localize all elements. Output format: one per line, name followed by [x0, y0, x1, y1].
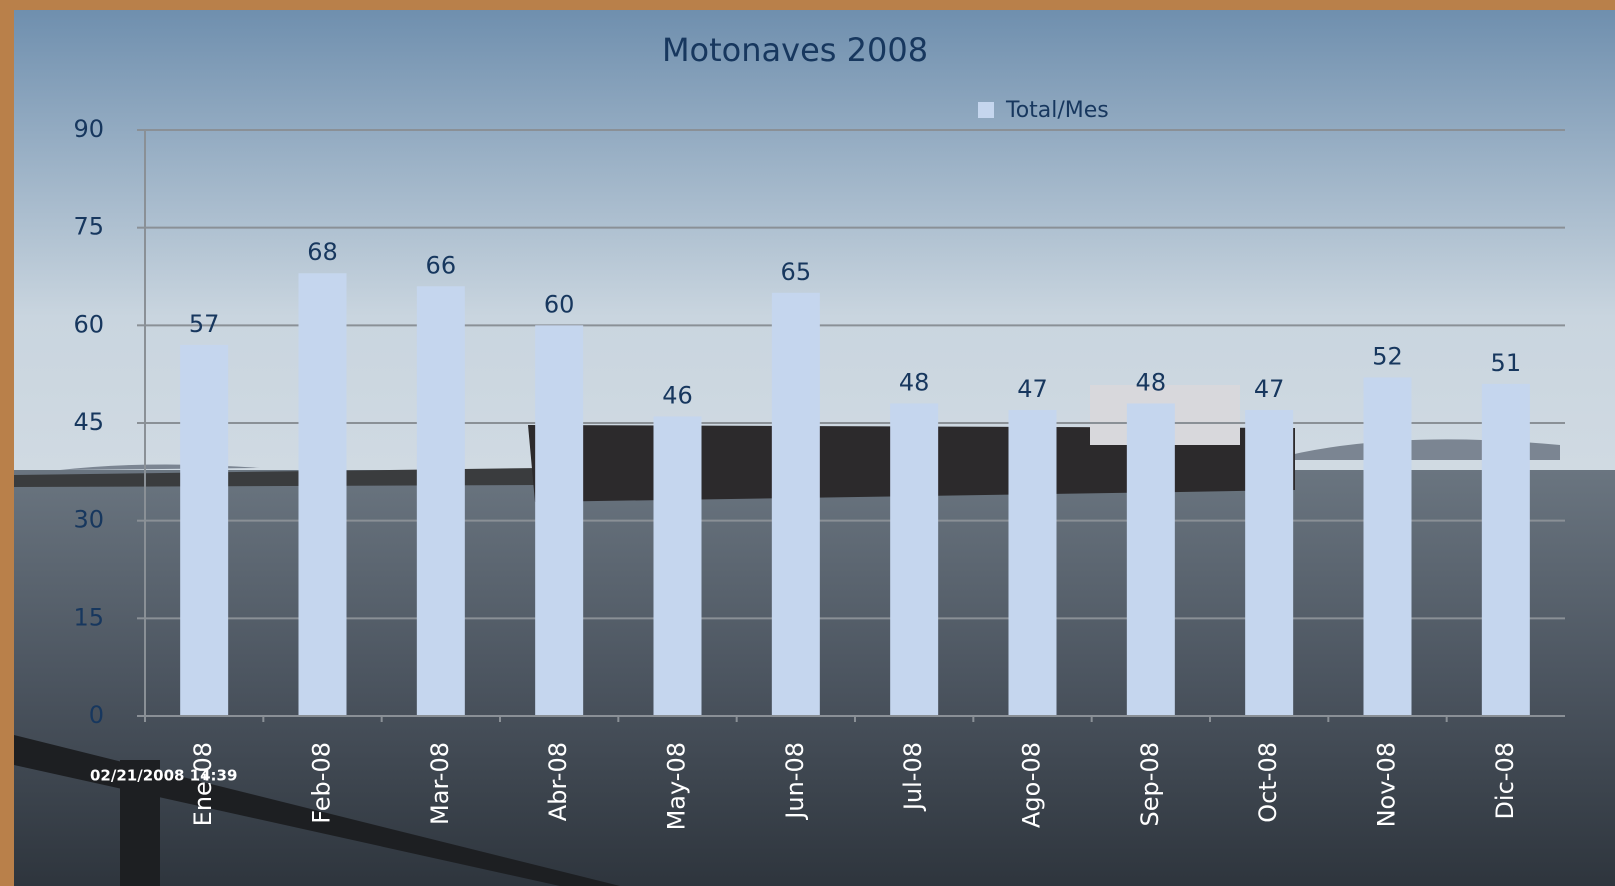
x-tick-label: Ene-08 [189, 742, 217, 826]
x-tick-label: Oct-08 [1254, 742, 1282, 823]
y-tick-label: 60 [73, 310, 104, 338]
data-label: 47 [1254, 375, 1285, 403]
bar [1363, 377, 1412, 716]
bar [298, 273, 347, 716]
x-tick-label: Nov-08 [1373, 742, 1401, 827]
bar [1126, 403, 1175, 716]
bar [890, 403, 939, 716]
x-tick-label: Feb-08 [308, 742, 336, 824]
x-tick-label: Jun-08 [781, 742, 809, 821]
y-tick-label: 0 [89, 701, 104, 729]
x-tick-label: Dic-08 [1491, 742, 1519, 820]
bar [1008, 409, 1057, 716]
x-tick-label: May-08 [663, 742, 691, 830]
y-tick-label: 30 [73, 506, 104, 534]
y-tick-label: 75 [73, 213, 104, 241]
x-tick-label: Jul-08 [899, 742, 927, 812]
bar [1481, 383, 1530, 716]
data-label: 68 [307, 238, 338, 266]
bar [653, 416, 702, 716]
y-tick-label: 90 [73, 115, 104, 143]
bar [1245, 409, 1294, 716]
x-tick-label: Mar-08 [426, 742, 454, 825]
data-label: 48 [1136, 368, 1167, 396]
data-label: 57 [189, 310, 220, 338]
x-tick-label: Ago-08 [1018, 742, 1046, 828]
bar [771, 292, 820, 716]
legend-swatch [978, 102, 994, 118]
x-tick-label: Abr-08 [544, 742, 572, 821]
bar [535, 325, 584, 716]
data-label: 52 [1372, 342, 1403, 370]
y-tick-label: 15 [73, 603, 104, 631]
bar [416, 286, 465, 716]
data-label: 60 [544, 290, 575, 318]
y-tick-label: 45 [73, 408, 104, 436]
data-label: 48 [899, 368, 930, 396]
data-label: 46 [662, 381, 693, 409]
data-label: 51 [1491, 349, 1522, 377]
data-label: 47 [1017, 375, 1048, 403]
data-label: 65 [781, 258, 812, 286]
bar [180, 344, 229, 716]
x-tick-label: Sep-08 [1136, 742, 1164, 826]
legend-label: Total/Mes [1005, 98, 1109, 123]
photo-timestamp: 02/21/2008 14:39 [90, 767, 237, 785]
data-label: 66 [426, 251, 457, 279]
chart-title: Motonaves 2008 [662, 31, 928, 69]
